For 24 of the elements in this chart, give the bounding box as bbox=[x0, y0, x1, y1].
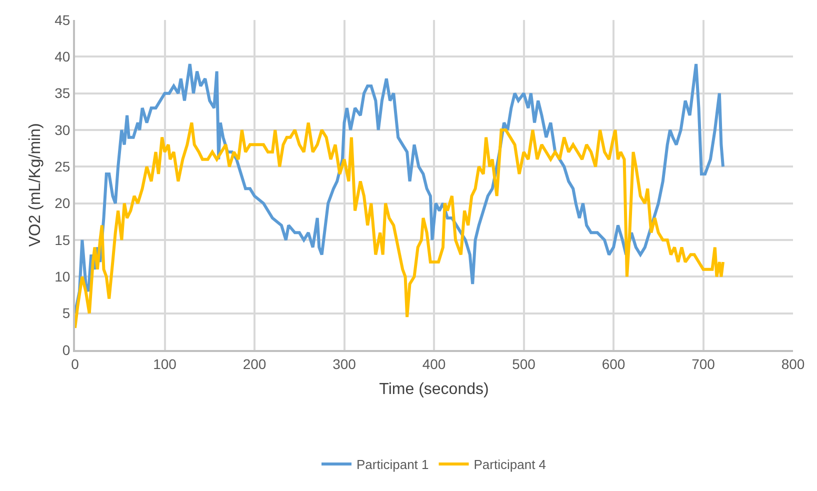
y-tick-label: 10 bbox=[54, 268, 70, 285]
y-tick-label: 40 bbox=[54, 48, 70, 65]
y-tick-label: 20 bbox=[54, 195, 70, 212]
x-tick-label: 700 bbox=[692, 356, 716, 372]
y-tick-label: 30 bbox=[54, 122, 70, 138]
line-series bbox=[75, 62, 724, 315]
x-tick-label: 300 bbox=[332, 356, 356, 372]
x-tick-label: 200 bbox=[242, 356, 266, 372]
x-tick-label: 600 bbox=[602, 356, 626, 372]
legend-label: Participant 4 bbox=[474, 457, 546, 472]
x-tick-label: 400 bbox=[422, 356, 446, 372]
y-tick-label: 25 bbox=[54, 158, 70, 175]
x-axis-title: Time (seconds) bbox=[379, 381, 489, 398]
x-tick-label: 500 bbox=[512, 356, 536, 372]
x-tick-label: 100 bbox=[153, 356, 177, 372]
x-tick-label: 800 bbox=[781, 356, 805, 372]
y-tick-label: 35 bbox=[54, 85, 70, 102]
y-tick-label: 15 bbox=[54, 232, 70, 248]
line-series bbox=[75, 121, 724, 330]
y-tick-label: 0 bbox=[62, 342, 70, 358]
legend-label: Participant 1 bbox=[356, 457, 429, 472]
y-axis-title: VO2 (mL/Kg/min) bbox=[27, 123, 44, 247]
y-tick-label: 5 bbox=[62, 305, 70, 322]
y-tick-label: 45 bbox=[54, 12, 70, 28]
